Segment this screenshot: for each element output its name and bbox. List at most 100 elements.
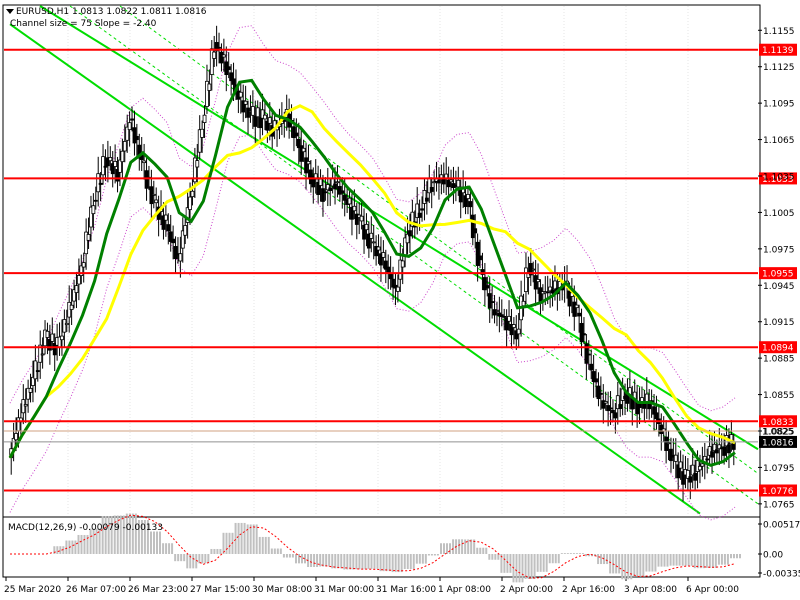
candle-body — [154, 199, 159, 204]
candle-body — [301, 147, 306, 153]
candle-body — [260, 109, 265, 119]
candle-body — [405, 233, 410, 244]
candle-body — [586, 353, 591, 356]
channel-upper-line — [39, 5, 759, 451]
candle-body — [584, 343, 589, 364]
level-tag — [759, 341, 797, 354]
candlesticks — [9, 25, 736, 502]
x-tick-label: 30 Mar 08:00 — [252, 585, 312, 595]
ma-fast-line — [8, 78, 736, 467]
grid — [67, 6, 689, 516]
candle-body — [722, 446, 727, 456]
candle-body — [86, 234, 91, 241]
level-tag — [759, 415, 797, 428]
candle-body — [40, 353, 45, 356]
candle-body — [572, 301, 577, 317]
y-tick-label: 1.0765 — [763, 500, 795, 510]
candle-body — [125, 126, 130, 141]
candle-body — [596, 385, 601, 400]
candle-body — [676, 464, 681, 479]
candle-body — [166, 224, 171, 232]
x-tick-label: 2 Apr 00:00 — [500, 585, 553, 595]
candle-body — [533, 275, 538, 290]
y-tick-label: 1.1125 — [763, 63, 795, 73]
candle-body — [376, 246, 381, 251]
candle-body — [258, 117, 263, 129]
candle-body — [601, 400, 606, 409]
candle-body — [69, 304, 74, 310]
candle-body — [14, 433, 18, 441]
candle-body — [531, 268, 536, 271]
candle-body — [574, 304, 579, 309]
candle-body — [710, 451, 714, 458]
candle-body — [463, 195, 468, 207]
x-tick-label: 3 Apr 08:00 — [624, 585, 677, 595]
candle-body — [64, 322, 69, 326]
candle-body — [311, 175, 316, 188]
candle-body — [50, 333, 55, 342]
candle-body — [480, 269, 485, 275]
candle-body — [422, 190, 427, 204]
candle-body — [347, 197, 352, 205]
candle-body — [265, 120, 270, 131]
candle-body — [637, 403, 642, 408]
candle-body — [516, 328, 521, 335]
x-tick-label: 31 Mar 16:00 — [376, 585, 436, 595]
candle-body — [132, 127, 137, 144]
y-tick-label: 1.1095 — [763, 100, 795, 110]
candle-body — [221, 54, 226, 58]
candle-body — [437, 180, 441, 184]
level-label: 1.0833 — [762, 418, 794, 428]
candle-body — [420, 208, 424, 211]
candle-body — [386, 266, 391, 273]
candle-body — [255, 107, 260, 118]
candle-body — [93, 199, 98, 202]
candle-body — [163, 214, 168, 221]
candle-body — [306, 161, 311, 165]
current-price-tag — [759, 435, 797, 448]
candle-body — [579, 323, 584, 343]
candle-body — [615, 395, 620, 410]
x-tick-label: 26 Mar 23:00 — [128, 585, 188, 595]
candle-body — [161, 215, 166, 230]
candle-body — [113, 161, 118, 167]
candle-body — [337, 186, 342, 195]
candle-body — [449, 179, 453, 183]
candle-body — [72, 289, 76, 302]
candle-body — [727, 444, 731, 454]
candle-body — [466, 193, 470, 199]
candle-body — [487, 293, 492, 309]
candle-body — [241, 100, 246, 113]
candle-body — [292, 126, 296, 139]
x-tick-label: 1 Apr 08:00 — [438, 585, 491, 595]
candle-body — [582, 333, 586, 336]
candle-body — [282, 119, 287, 122]
level-label: 1.0776 — [762, 487, 794, 497]
candle-body — [318, 178, 323, 186]
candle-body — [195, 160, 200, 168]
candle-body — [456, 179, 461, 188]
candle-body — [379, 253, 383, 266]
candle-body — [700, 463, 705, 467]
candle-body — [43, 329, 47, 347]
candle-body — [127, 122, 132, 131]
macd-label: MACD(12,26,9) -0.00079 -0.00133 — [8, 523, 163, 533]
candle-body — [362, 224, 366, 240]
candle-body — [432, 181, 437, 184]
x-tick-label: 27 Mar 15:00 — [190, 585, 250, 595]
y-tick-label: 1.0825 — [763, 428, 795, 438]
y-tick-label: 1.0915 — [763, 318, 795, 328]
candle-body — [321, 188, 325, 202]
candle-body — [31, 376, 35, 386]
candle-body — [101, 156, 105, 176]
candle-body — [137, 144, 142, 159]
candle-body — [548, 286, 553, 292]
candle-body — [205, 80, 209, 107]
candle-body — [550, 289, 555, 294]
candle-body — [705, 458, 710, 461]
candle-body — [374, 246, 379, 257]
candle-body — [60, 335, 64, 341]
collapse-triangle-icon[interactable] — [6, 9, 14, 14]
y-tick-label: 1.0945 — [763, 282, 795, 292]
